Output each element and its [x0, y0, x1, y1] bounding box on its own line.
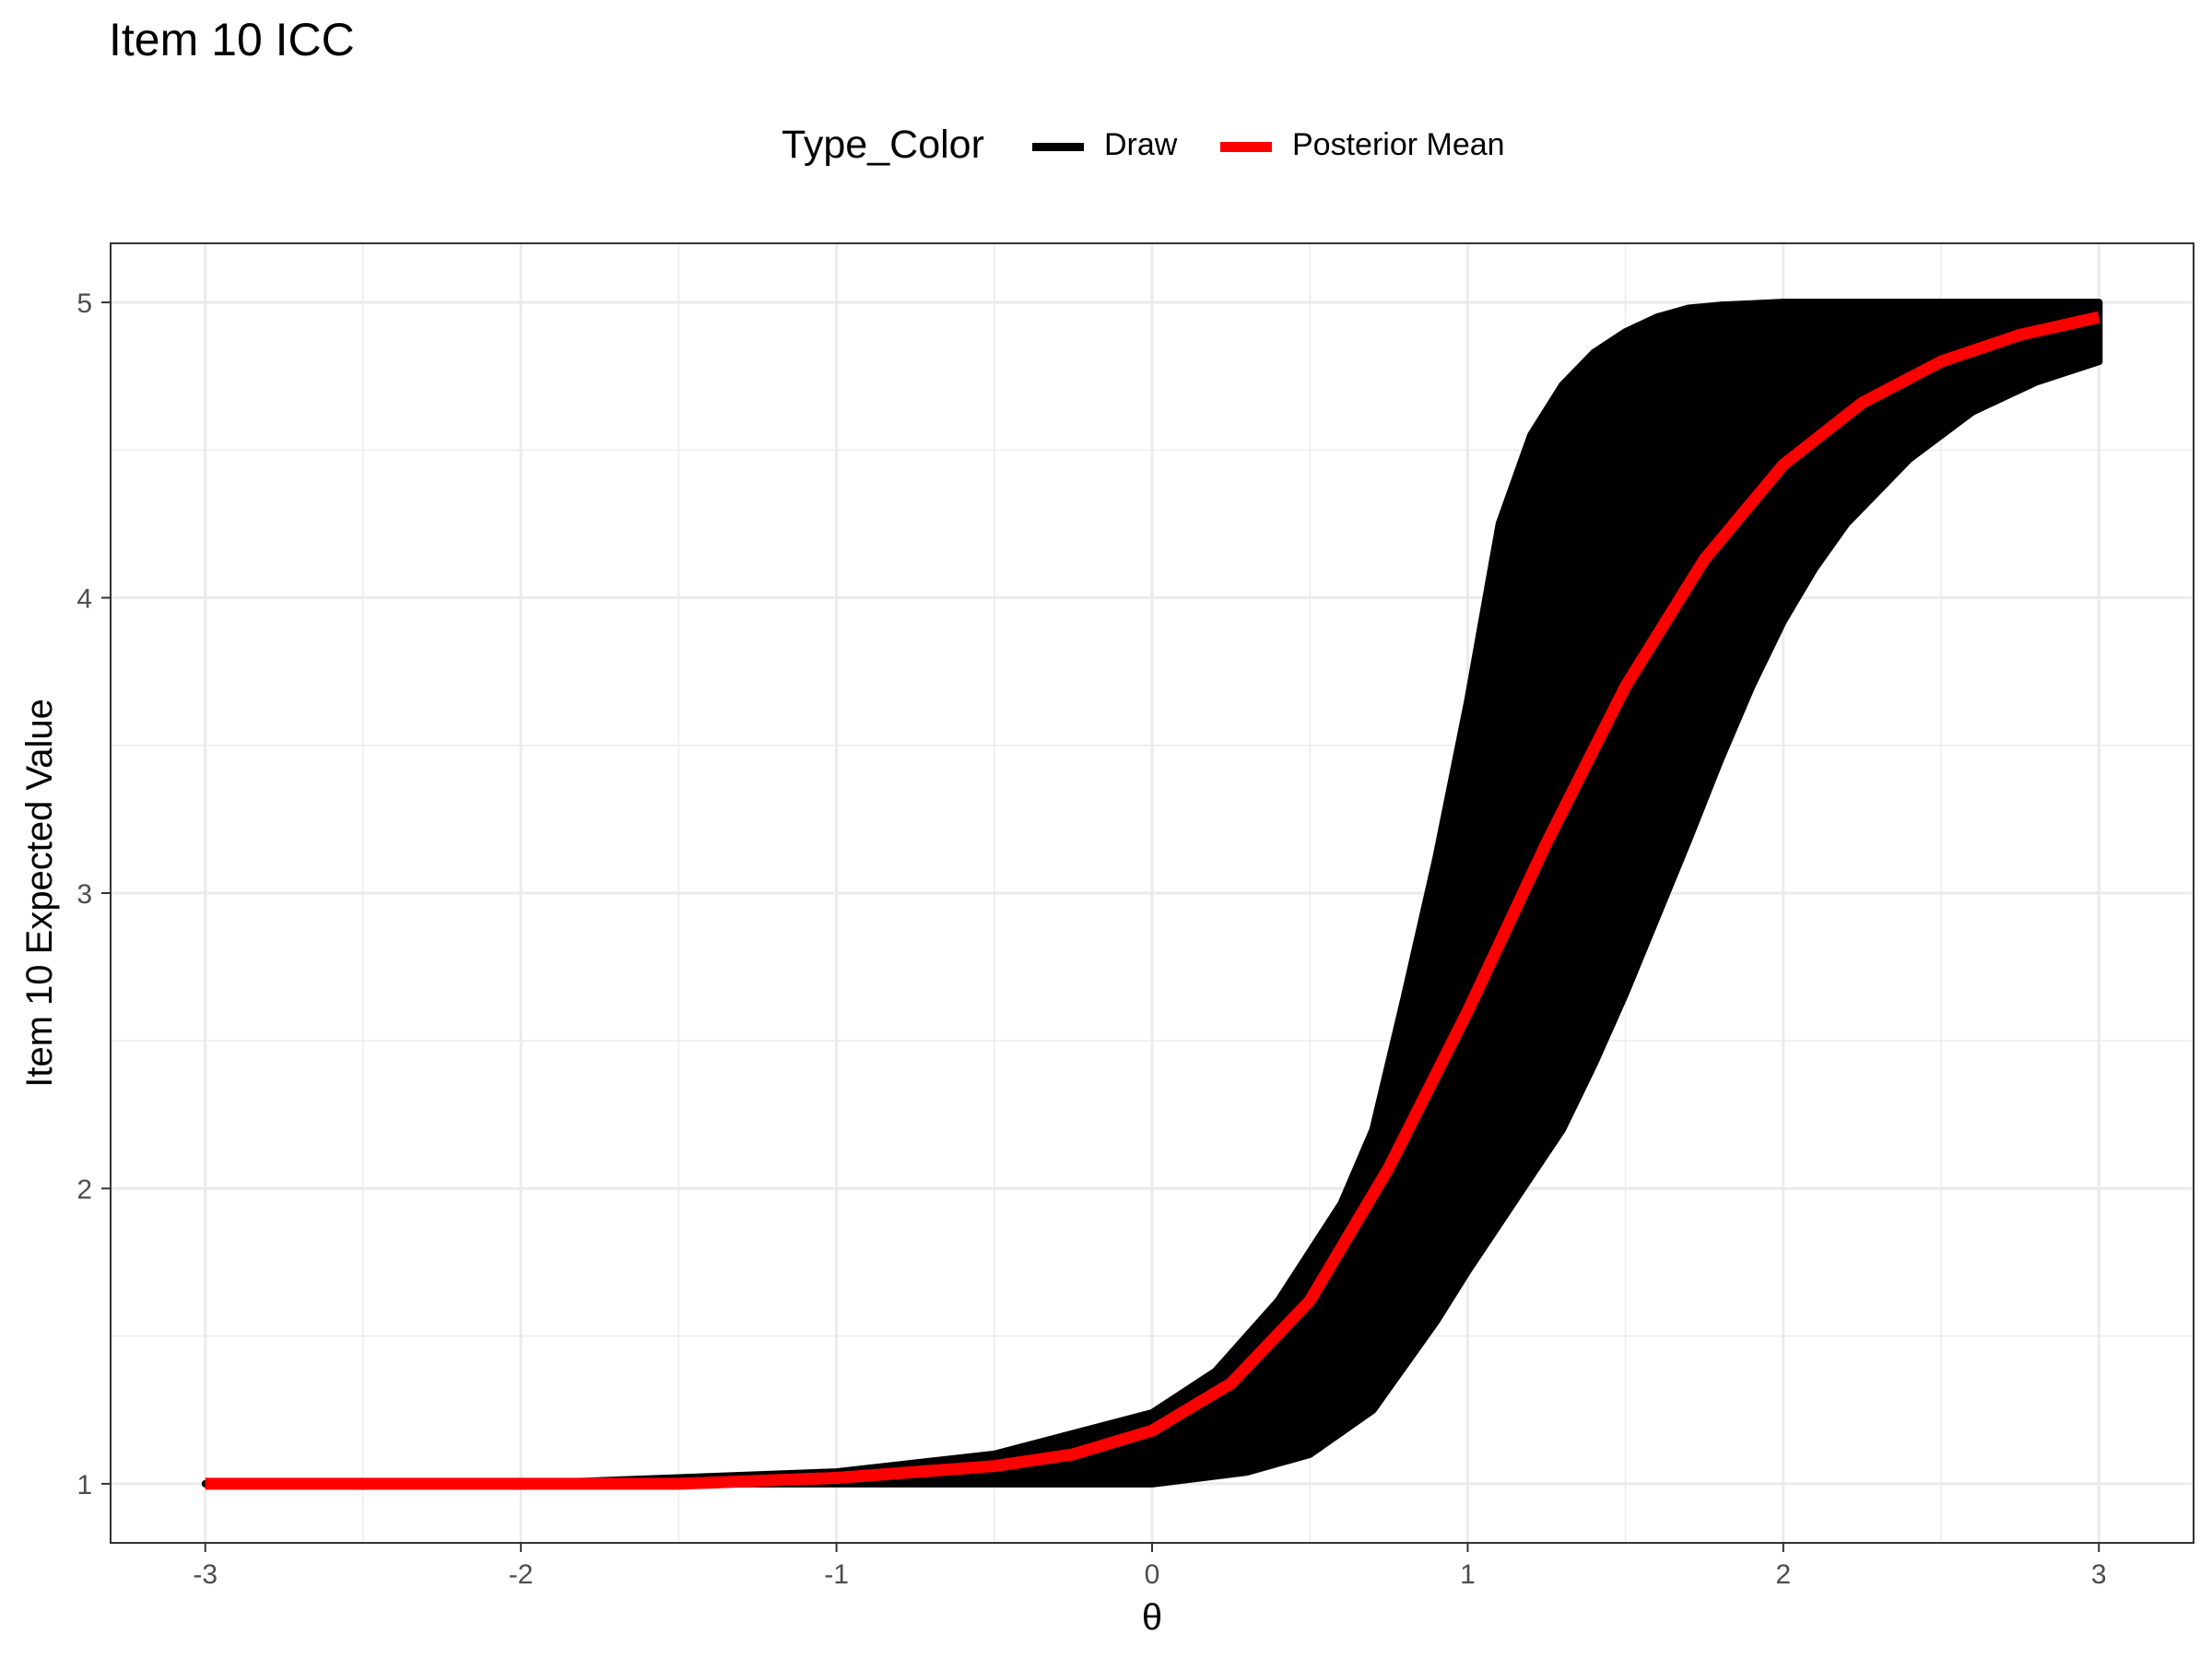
x-tick-label: 1 — [1460, 1559, 1476, 1590]
y-axis: 1 2 3 4 5 — [76, 288, 111, 1500]
y-tick-label: 3 — [76, 879, 92, 910]
x-tick-label: 3 — [2091, 1559, 2107, 1590]
x-tick-label: -2 — [509, 1559, 534, 1590]
legend-label-draw: Draw — [1104, 127, 1178, 162]
y-tick-label: 2 — [76, 1174, 92, 1205]
y-tick-label: 1 — [76, 1470, 92, 1500]
x-axis: -3 -2 -1 0 1 2 3 — [193, 1543, 2107, 1590]
series-draw-band — [201, 299, 2103, 1488]
y-tick-label: 4 — [76, 584, 92, 615]
series-layer — [201, 299, 2103, 1490]
legend-key-draw — [1032, 143, 1084, 151]
y-axis-title: Item 10 Expected Value — [19, 699, 60, 1088]
x-tick-label: -3 — [193, 1559, 218, 1590]
x-tick-label: 2 — [1776, 1559, 1792, 1590]
series-posterior-mean-line — [205, 311, 2100, 1490]
chart-title: Item 10 ICC — [109, 14, 355, 65]
legend-title: Type_Color — [782, 123, 984, 167]
x-axis-title: θ — [1142, 1597, 1162, 1638]
x-tick-label: 0 — [1145, 1559, 1160, 1590]
legend-label-posterior-mean: Posterior Mean — [1292, 127, 1505, 162]
legend-key-posterior-mean — [1220, 142, 1272, 152]
y-tick-label: 5 — [76, 288, 92, 319]
x-tick-label: -1 — [824, 1559, 849, 1590]
legend: Type_Color Draw Posterior Mean — [0, 118, 2212, 173]
